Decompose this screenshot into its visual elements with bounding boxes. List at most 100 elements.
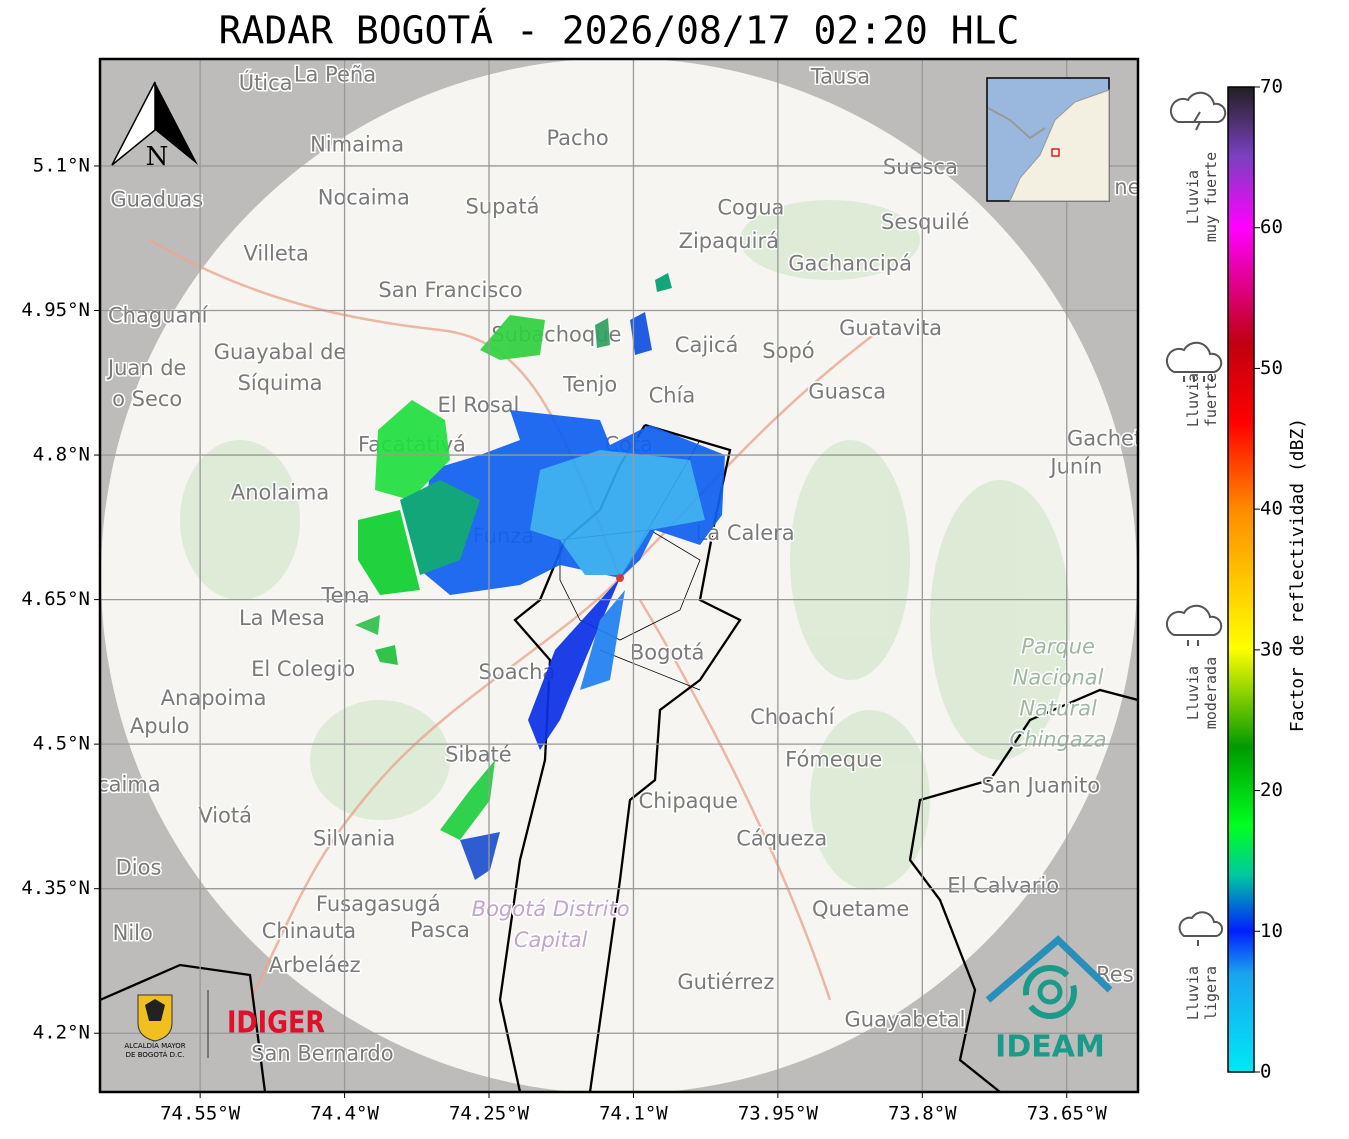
colorbar-tick-label: 50 (1260, 357, 1283, 379)
place-label-line: Juan de (106, 356, 187, 380)
x-tick-label: 74.25°W (449, 1103, 530, 1125)
place-label: Chaguaní (108, 303, 209, 327)
place-label: Fómeque (785, 748, 882, 772)
idiger-logo: IDIGER (227, 1005, 325, 1041)
x-tick-label: 73.8°W (888, 1103, 957, 1125)
rain-category-line: Lluvia (1184, 170, 1202, 224)
place-label: Cajicá (675, 333, 739, 357)
place-label: Sopó (762, 339, 814, 363)
place-label: Gachetá (1067, 427, 1155, 451)
colorbar-tick-label: 40 (1260, 498, 1283, 520)
place-label: Anapoima (161, 686, 267, 710)
place-label-line: Natural (1019, 697, 1097, 721)
place-label: El Colegio (251, 657, 355, 681)
place-label: Apulo (130, 714, 190, 738)
place-label: Guayabetal (845, 1008, 966, 1032)
place-label: San Francisco (378, 278, 522, 302)
place-label: Juan de o Seco (106, 356, 187, 411)
rain-category: Lluviamoderada (1184, 657, 1220, 729)
place-label-line: Síquima (238, 371, 323, 395)
place-label: La Mesa (239, 606, 325, 630)
place-label: Guatavita (839, 316, 942, 340)
north-label: N (146, 142, 169, 172)
colorbar-tick-label: 0 (1260, 1061, 1271, 1083)
place-label-line: Guayabal de (214, 340, 347, 364)
place-label-line: Capital (514, 928, 588, 952)
place-label: Res (1096, 962, 1134, 986)
map-area: Útica La Peña Tausa Pacho Nimaima Suesca ne Gua… (97, 59, 1155, 1092)
place-label: Arbeláez (269, 953, 361, 977)
y-tick-label: 5.1°N (33, 154, 90, 176)
colorbar-ticks: 0 10 20 30 40 50 60 70 (1254, 76, 1283, 1083)
y-tick-label: 4.35°N (21, 877, 90, 899)
radar-echoes (355, 273, 725, 880)
place-label: Nocaima (318, 186, 410, 210)
place-label: San Bernardo (251, 1041, 393, 1065)
y-tick-label: 4.8°N (33, 444, 90, 466)
logos: ALCALDÍA MAYOR DE BOGOTÁ D.C. IDIGER IDEA… (124, 935, 1113, 1065)
place-label: Suesca (883, 155, 958, 179)
alcaldia-logo: ALCALDÍA MAYOR DE BOGOTÁ D.C. (124, 1041, 185, 1059)
rain-category: Lluvialigera (1184, 966, 1220, 1020)
map-frame (98, 57, 1140, 1094)
place-label: El Rosal (437, 393, 519, 417)
place-label: Chinauta (262, 919, 356, 943)
place-label: Tausa (810, 64, 870, 88)
place-label: Pacho (546, 126, 608, 150)
rain-categories: Lluviamuy fuerteLluviafuerteLluviamodera… (1184, 152, 1220, 1020)
place-label: Fusagasugá (316, 892, 441, 916)
colorbar (1227, 86, 1255, 1073)
place-label: Chía (649, 383, 696, 407)
place-label: Sesquilé (881, 210, 969, 234)
place-label: Quetame (812, 897, 909, 921)
place-label: San Juanito (981, 774, 1100, 798)
place-label: Guaduas (110, 188, 203, 212)
place-label: Chipaque (639, 789, 739, 813)
rain-category: Lluviafuerte (1184, 373, 1220, 427)
place-label-line: o Seco (112, 387, 182, 411)
y-tick-label: 4.65°N (21, 588, 90, 610)
x-tick-label: 74.55°W (160, 1103, 241, 1125)
rain-category: Lluviamuy fuerte (1184, 152, 1220, 242)
place-label: Gutiérrez (677, 970, 774, 994)
place-label: Cogua (717, 195, 784, 219)
x-tick-label: 73.95°W (738, 1103, 819, 1125)
place-label-line: Parque (1021, 635, 1095, 659)
rain-category-line: Lluvia (1184, 966, 1202, 1020)
place-label: Bogotá Distrito Capital (472, 897, 630, 952)
rain-category-line: Lluvia (1184, 666, 1202, 720)
place-label: Supatá (466, 194, 540, 218)
rain-category-line: fuerte (1202, 373, 1220, 427)
colorbar-tick-label: 30 (1260, 638, 1283, 660)
place-label: Parque Nacional Natural Chingaza (1009, 635, 1106, 752)
place-label: Viotá (198, 803, 252, 827)
place-label: Silvania (313, 827, 395, 851)
place-label: Choachí (750, 705, 836, 729)
place-label-line: Bogotá Distrito (472, 897, 630, 921)
graticule (100, 59, 1138, 1092)
rain-category-line: muy fuerte (1202, 152, 1220, 242)
place-label-line: Chingaza (1009, 728, 1106, 752)
place-label: caima (97, 773, 161, 797)
y-tick-label: 4.2°N (33, 1022, 90, 1044)
x-tick-label: 74.4°W (310, 1103, 379, 1125)
north-arrow: N (111, 81, 198, 172)
place-label: Guasca (808, 379, 886, 403)
x-tick-label: 74.1°W (599, 1103, 668, 1125)
inset-map (986, 77, 1110, 202)
colorbar-tick-label: 20 (1260, 779, 1283, 801)
place-label: Nilo (113, 921, 153, 945)
place-label: Útica (239, 70, 293, 95)
place-label: Zipaquirá (679, 229, 779, 253)
place-label-line: Nacional (1013, 666, 1104, 690)
place-label: Dios (116, 855, 162, 879)
place-label: Gachancipá (788, 251, 912, 275)
place-label: Nimaima (310, 133, 404, 157)
y-tick-label: 4.95°N (21, 299, 90, 321)
place-label: Junín (1048, 455, 1102, 479)
colorbar-tick-label: 10 (1260, 920, 1283, 942)
place-label: Pasca (410, 918, 470, 942)
place-label: El Calvario (947, 874, 1059, 898)
